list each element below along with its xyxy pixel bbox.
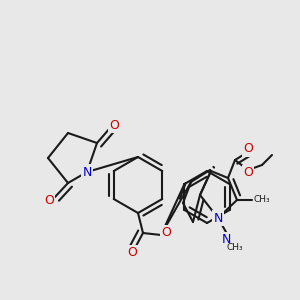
Text: O: O <box>44 194 54 206</box>
Text: CH₃: CH₃ <box>227 243 244 252</box>
Text: N: N <box>213 212 223 224</box>
Text: O: O <box>127 247 137 260</box>
Text: N: N <box>221 233 231 246</box>
Text: N: N <box>82 166 92 178</box>
Text: O: O <box>243 167 253 179</box>
Text: O: O <box>161 226 171 239</box>
Text: O: O <box>110 118 119 131</box>
Text: O: O <box>243 142 253 155</box>
Text: CH₃: CH₃ <box>254 196 270 205</box>
